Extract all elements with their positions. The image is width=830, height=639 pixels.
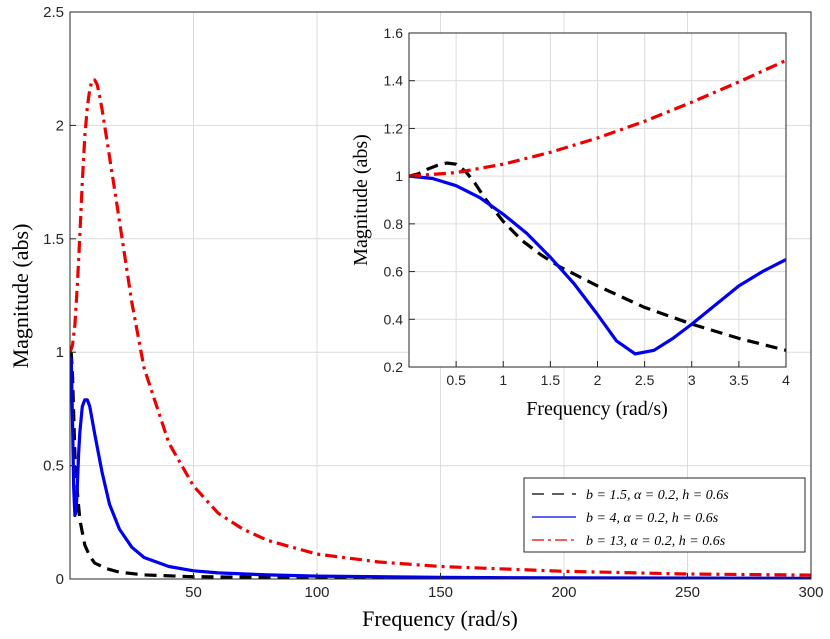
main-x-tick-label: 100 xyxy=(304,584,329,601)
main-x-axis-label: Frequency (rad/s) xyxy=(362,606,518,631)
inset-y-tick-label: 1.6 xyxy=(384,25,404,41)
main-y-tick-label: 2 xyxy=(56,117,64,134)
inset-series xyxy=(409,58,786,356)
inset-x-tick-label: 0.5 xyxy=(446,372,466,388)
inset-grid xyxy=(409,33,786,367)
inset-y-tick-label: 0.8 xyxy=(384,216,404,232)
inset-y-tick-label: 0.6 xyxy=(384,264,404,280)
main-ticks: 50 100 150 200 250 300 0 0.5 1 1.5 2 2.5 xyxy=(43,4,823,601)
inset-y-axis-label: Magnitude (abs) xyxy=(350,134,372,266)
inset-x-axis-label: Frequency (rad/s) xyxy=(526,398,668,420)
legend-box xyxy=(523,477,806,553)
inset-ticks: 0.5 1 1.5 2 2.5 3 3.5 4 0.2 0.4 0.6 0.8 1 1.2 1.4 1.6 xyxy=(384,25,791,388)
main-y-tick-label: 0.5 xyxy=(43,458,64,475)
main-x-tick-label: 250 xyxy=(675,584,700,601)
inset-y-tick-label: 0.2 xyxy=(384,359,404,375)
inset-y-tick-label: 1 xyxy=(395,168,403,184)
inset-x-tick-label: 3 xyxy=(688,372,696,388)
main-y-tick-label: 1 xyxy=(56,344,64,361)
inset-y-tick-label: 1.4 xyxy=(384,73,404,89)
inset-x-tick-label: 1 xyxy=(499,372,507,388)
main-y-tick-label: 1.5 xyxy=(43,231,64,248)
inset-x-tick-label: 1.5 xyxy=(541,372,561,388)
main-series xyxy=(70,78,811,579)
inset-x-tick-label: 4 xyxy=(782,372,790,388)
inset-y-tick-label: 0.4 xyxy=(384,311,404,327)
legend-label: b = 13, α = 0.2, h = 0.6s xyxy=(586,534,726,549)
inset-x-tick-label: 2 xyxy=(594,372,602,388)
main-y-axis-label: Magnitude (abs) xyxy=(8,224,33,369)
main-y-tick-label: 0 xyxy=(56,571,64,588)
inset-x-tick-label: 2.5 xyxy=(635,372,655,388)
main-series-line-solid xyxy=(70,356,811,579)
legend-items: b = 1.5, α = 0.2, h = 0.6s b = 4, α = 0.2… xyxy=(532,488,729,549)
main-series-line-dashdot xyxy=(70,78,811,577)
legend: b = 1.5, α = 0.2, h = 0.6s b = 4, α = 0.2… xyxy=(523,477,806,553)
main-x-tick-label: 50 xyxy=(185,584,202,601)
main-x-tick-label: 150 xyxy=(428,584,453,601)
inset-series-line-solid xyxy=(409,174,786,356)
legend-label: b = 1.5, α = 0.2, h = 0.6s xyxy=(586,488,729,503)
main-x-tick-label: 200 xyxy=(551,584,576,601)
inset-series-line-dashed xyxy=(409,161,786,352)
main-x-tick-label: 300 xyxy=(798,584,823,601)
main-y-tick-label: 2.5 xyxy=(43,4,64,21)
inset-series-line-dashdot xyxy=(409,58,786,178)
legend-label: b = 4, α = 0.2, h = 0.6s xyxy=(586,511,719,526)
inset-x-tick-label: 3.5 xyxy=(729,372,749,388)
inset-y-tick-label: 1.2 xyxy=(384,120,404,136)
